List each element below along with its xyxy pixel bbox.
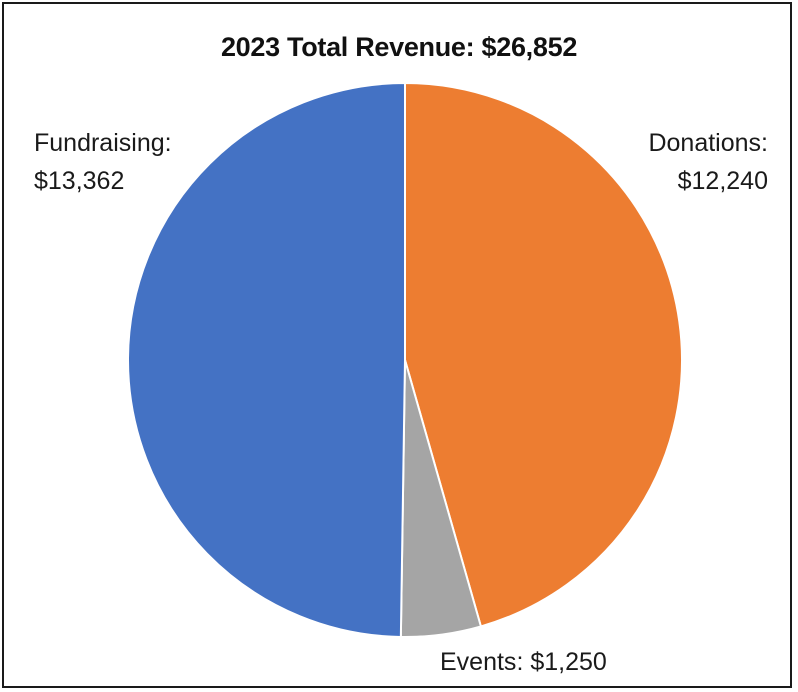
slice-label-donations-name: Donations:	[648, 129, 768, 157]
slice-label-donations: Donations: $12,240	[648, 124, 768, 200]
slice-label-events: Events: $1,250	[440, 648, 607, 676]
chart-title: 2023 Total Revenue: $26,852	[220, 32, 578, 62]
pie-slice-donations	[404, 81, 683, 628]
slice-label-donations-value: $12,240	[677, 167, 768, 195]
slice-label-fundraising: Fundraising: $13,362	[34, 124, 172, 200]
slice-label-fundraising-value: $13,362	[34, 167, 125, 195]
slice-label-fundraising-name: Fundraising:	[34, 129, 172, 157]
pie-slice-fundraising	[127, 81, 406, 638]
